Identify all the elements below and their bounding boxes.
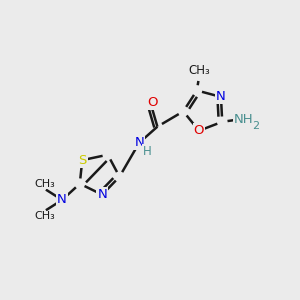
- Text: N: N: [134, 136, 144, 149]
- Text: H: H: [143, 145, 152, 158]
- Text: N: N: [57, 194, 67, 206]
- Text: S: S: [78, 154, 86, 167]
- Text: NH: NH: [234, 113, 254, 126]
- Text: O: O: [147, 96, 157, 109]
- Text: CH₃: CH₃: [34, 179, 55, 189]
- Text: N: N: [97, 188, 107, 201]
- Text: O: O: [194, 124, 204, 137]
- Text: CH₃: CH₃: [188, 64, 210, 77]
- Text: 2: 2: [252, 121, 259, 131]
- Text: N: N: [216, 90, 226, 104]
- Text: CH₃: CH₃: [34, 211, 55, 221]
